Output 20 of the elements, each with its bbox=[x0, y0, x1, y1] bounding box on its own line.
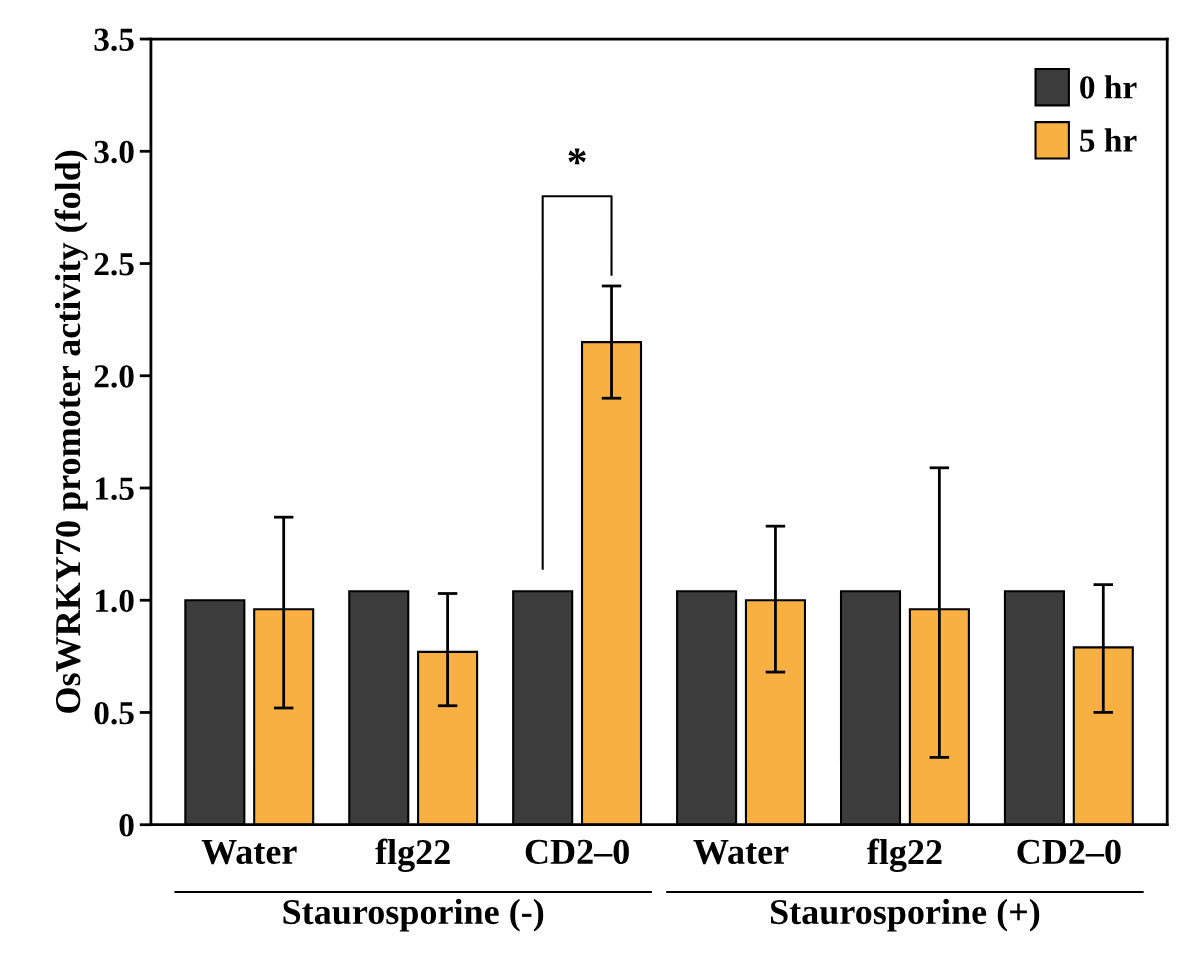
y-tick-label: 1.5 bbox=[95, 477, 134, 501]
y-tick-label: 0.5 bbox=[94, 701, 134, 725]
y-tick-label: 1.0 bbox=[95, 589, 134, 613]
y-tick-label: 0 bbox=[119, 814, 134, 837]
y-tick-label: 3.5 bbox=[94, 28, 134, 52]
x-tick-label: Water bbox=[201, 840, 297, 865]
legend-label: 0 hr bbox=[1080, 75, 1137, 99]
y-tick-label: 3.0 bbox=[94, 140, 134, 164]
y-tick-label: 2.5 bbox=[94, 253, 134, 276]
x-tick-label: flg22 bbox=[867, 838, 942, 873]
legend-label: 5 hr bbox=[1080, 128, 1137, 152]
x-tick-label: CD2–0 bbox=[525, 839, 629, 865]
y-tick-label: 2.0 bbox=[94, 365, 134, 388]
text: Staurosporine (+) bbox=[771, 898, 1040, 932]
x-tick-label: flg22 bbox=[375, 838, 450, 873]
annotation: * bbox=[568, 148, 586, 165]
text: Staurosporine (-) bbox=[283, 898, 544, 932]
x-tick-label: CD2–0 bbox=[1017, 839, 1121, 865]
y-axis-title: OsWRKY70 promoter activity (fold) bbox=[54, 150, 88, 713]
x-tick-label: Water bbox=[693, 840, 789, 865]
